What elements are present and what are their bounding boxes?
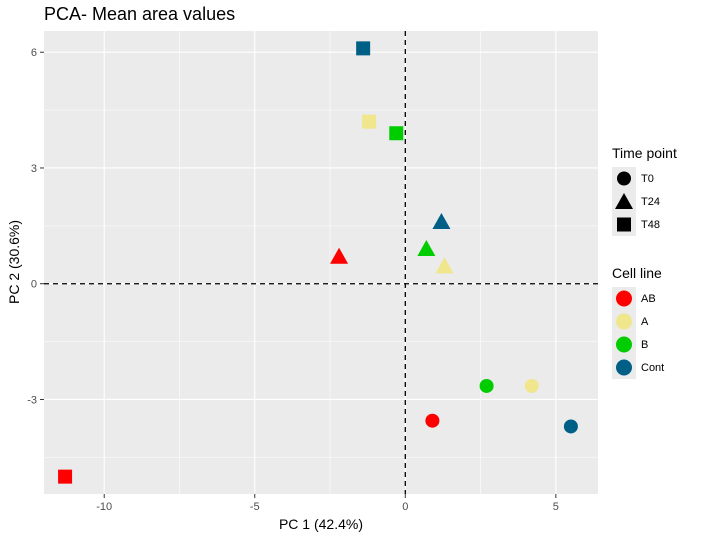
color-swatch-icon	[616, 290, 632, 307]
plot-panel	[44, 31, 598, 494]
legend-label-t48: T48	[641, 218, 660, 231]
data-point-cont-t0	[563, 419, 578, 434]
legend-label-cont: Cont	[641, 361, 665, 374]
color-swatch-icon	[616, 336, 632, 353]
data-point-a-t24	[435, 257, 454, 274]
color-swatch-icon	[616, 359, 632, 376]
legend-item-a: A	[612, 310, 664, 333]
legend-label-t24: T24	[641, 195, 660, 208]
chart-title: PCA- Mean area values	[44, 4, 236, 24]
legend-item-ab: AB	[612, 287, 664, 310]
legend-item-t0: T0	[612, 167, 677, 190]
square-shape-icon	[617, 217, 631, 232]
color-swatch-icon	[616, 313, 632, 330]
data-point-b-t0	[479, 378, 494, 393]
data-point-ab-t24	[330, 247, 349, 264]
data-point-cont-t24	[432, 212, 451, 229]
legend-item-b: B	[612, 333, 664, 356]
circle-shape-icon	[617, 171, 631, 186]
x-tick-label: -10	[96, 501, 112, 513]
legend-item-t48: T48	[612, 213, 677, 236]
y-tick-label: 0	[31, 279, 37, 291]
legend-label-ab: AB	[641, 292, 656, 305]
x-tick-label: 0	[402, 501, 408, 513]
legend-label-t0: T0	[641, 172, 654, 185]
x-tick-label: 5	[553, 501, 559, 513]
legend-item-t24: T24	[612, 190, 677, 213]
data-point-a-t0	[524, 378, 539, 393]
y-tick-label: 6	[31, 47, 37, 59]
data-point-b-t24	[417, 239, 436, 256]
triangle-shape-icon	[615, 193, 633, 209]
data-point-ab-t0	[425, 413, 440, 428]
legend-cell-line: Cell line AB A B Cont	[612, 265, 664, 379]
y-tick-label: -3	[27, 394, 37, 406]
legend-label-b: B	[641, 338, 649, 351]
legend-item-cont: Cont	[612, 356, 664, 379]
x-tick-label: -5	[250, 501, 260, 513]
y-axis-title: PC 2 (30.6%)	[6, 220, 22, 304]
legend-time-point: Time point T0 T24 T48	[612, 145, 677, 236]
data-point-ab-t48	[58, 469, 73, 484]
data-point-b-t48	[389, 126, 404, 141]
x-axis-title: PC 1 (42.4%)	[279, 516, 363, 532]
data-point-a-t48	[362, 114, 377, 129]
data-point-cont-t48	[356, 41, 371, 56]
legend-label-a: A	[641, 315, 649, 328]
legend-title-time-point: Time point	[612, 145, 677, 161]
legend-title-cell-line: Cell line	[612, 265, 662, 281]
y-tick-label: 3	[31, 163, 37, 175]
